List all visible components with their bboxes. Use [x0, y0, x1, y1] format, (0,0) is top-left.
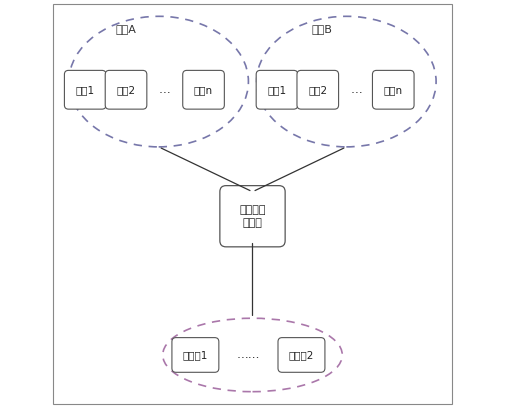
Text: 设备n: 设备n [194, 85, 213, 95]
FancyBboxPatch shape [105, 70, 147, 109]
FancyBboxPatch shape [373, 70, 414, 109]
Text: …: … [159, 83, 171, 96]
Text: 设切2: 设切2 [308, 85, 327, 95]
Text: 区域A: 区域A [116, 24, 136, 33]
FancyBboxPatch shape [172, 338, 219, 372]
Text: 设备n: 设备n [384, 85, 403, 95]
Text: …: … [350, 83, 363, 96]
FancyBboxPatch shape [297, 70, 338, 109]
FancyBboxPatch shape [278, 338, 325, 372]
Text: 设切2: 设切2 [117, 85, 135, 95]
FancyBboxPatch shape [220, 186, 285, 247]
Text: 代理管理
服务器: 代理管理 服务器 [239, 205, 266, 228]
Text: 管理呹1: 管理呹1 [183, 350, 208, 360]
FancyBboxPatch shape [256, 70, 298, 109]
Text: 区域B: 区域B [312, 24, 332, 33]
Text: 设切1: 设切1 [76, 85, 95, 95]
FancyBboxPatch shape [183, 70, 224, 109]
Text: ……: …… [237, 348, 260, 361]
FancyBboxPatch shape [65, 70, 106, 109]
Text: 管理呹2: 管理呹2 [289, 350, 314, 360]
Text: 设切1: 设切1 [268, 85, 286, 95]
